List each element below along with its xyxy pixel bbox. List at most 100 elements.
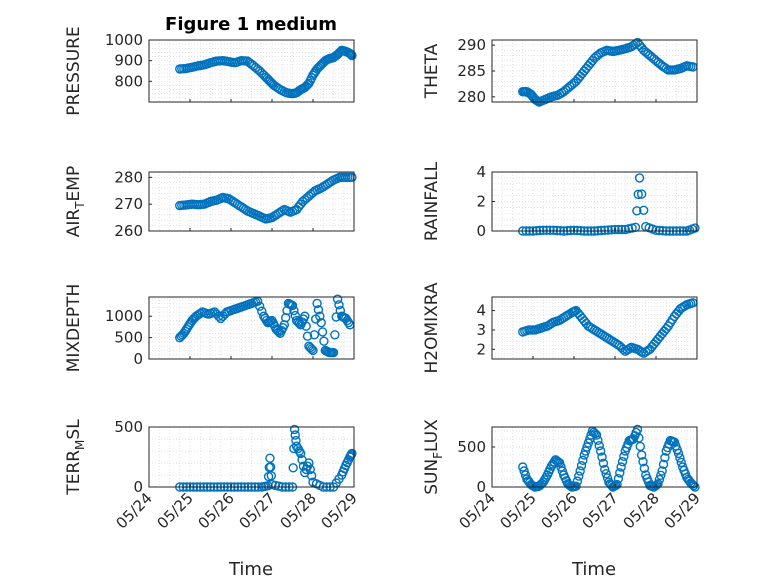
data-point: [660, 452, 670, 463]
data-point: [541, 225, 552, 235]
y-tick-label: 1000: [105, 307, 143, 325]
y-axis-label-0: PRESSURE: [64, 26, 84, 115]
data-point: [332, 294, 343, 304]
data-point: [520, 470, 531, 480]
data-point: [317, 327, 328, 337]
y-axis-label-7: SUNFLUX: [422, 419, 445, 495]
data-point: [315, 311, 325, 321]
data-point: [610, 224, 620, 235]
data-point: [312, 298, 322, 309]
panel-theta: 280 285 290 THETA: [422, 36, 698, 107]
y-tick-label: 290: [457, 36, 486, 54]
data-point: [657, 466, 667, 476]
data-point: [612, 479, 622, 490]
data-point: [265, 462, 276, 472]
data-point: [319, 336, 329, 346]
panel-h2omixra: 234 H2OMIXRA: [422, 282, 698, 374]
data-point: [301, 321, 311, 331]
data-point: [616, 462, 626, 472]
data-point: [306, 344, 317, 354]
data-point: [316, 317, 326, 328]
data-point: [651, 225, 661, 235]
data-point: [634, 433, 644, 443]
y-axis-label-6: TERRMSL: [64, 419, 87, 496]
data-point: [582, 442, 592, 452]
data-point: [634, 173, 645, 183]
data-point: [675, 453, 685, 463]
data-point: [305, 342, 315, 353]
data-point: [305, 464, 315, 475]
y-tick-label: 0: [476, 222, 486, 240]
data-point: [613, 224, 624, 235]
y-tick-label: 270: [114, 195, 143, 213]
data-point: [600, 464, 610, 475]
y-tick-label: 500: [457, 438, 486, 456]
data-point: [580, 446, 591, 456]
data-point: [593, 435, 603, 446]
data-point: [658, 459, 669, 470]
data-point: [309, 330, 320, 340]
data-point: [313, 305, 324, 315]
data-point: [638, 456, 648, 467]
x-tick-label: 05/27: [236, 489, 279, 532]
data-point: [635, 441, 645, 452]
panel-sun_flux: 050005/2405/2505/2605/2705/2805/29SUNFLU…: [422, 419, 704, 533]
data-point: [613, 474, 624, 484]
panel-pressure: 800 900 1000 PRESSURE: [64, 26, 357, 116]
y-axis-label-1: THETA: [422, 43, 442, 99]
x-axis-label-right: Time: [571, 559, 616, 580]
x-tick-label: 05/25: [154, 489, 197, 532]
y-tick-label: 260: [114, 222, 143, 240]
data-point: [287, 300, 298, 311]
y-tick-label: 0: [133, 350, 143, 368]
data-point: [651, 480, 662, 490]
data-point: [627, 223, 637, 233]
data-point: [639, 205, 649, 216]
data-point: [633, 189, 643, 200]
y-tick-label: 800: [114, 72, 143, 90]
figure-title: Figure 1 medium: [165, 14, 337, 35]
data-point: [578, 455, 588, 466]
y-tick-label: 1000: [105, 31, 143, 49]
x-axis-label-left: Time: [228, 559, 273, 580]
data-point: [347, 50, 357, 61]
data-point: [636, 189, 647, 199]
data-point: [650, 481, 661, 491]
data-point: [656, 470, 666, 480]
axes-box: [148, 39, 355, 103]
y-tick-label: 280: [457, 88, 486, 106]
data-point: [293, 317, 303, 327]
data-point: [300, 311, 310, 321]
data-point: [343, 317, 354, 328]
y-tick-label: 2: [476, 193, 486, 211]
data-point: [654, 474, 665, 485]
x-tick-label: 05/26: [538, 489, 581, 532]
y-tick-label: 2: [476, 340, 486, 358]
data-point: [538, 225, 548, 235]
data-point: [572, 476, 583, 486]
y-axis-label-5: H2OMIXRA: [422, 282, 442, 373]
data-point: [571, 481, 581, 491]
data-point: [347, 448, 357, 459]
data-point: [302, 331, 313, 341]
data-point: [688, 480, 699, 491]
data-point: [601, 468, 611, 479]
data-point: [673, 448, 684, 459]
data-point: [589, 427, 599, 438]
data-point: [575, 466, 585, 476]
data-point: [545, 225, 555, 235]
y-axis-label-2: AIRTEMP: [64, 166, 87, 237]
y-tick-label: 280: [114, 168, 143, 186]
y-tick-label: 0: [133, 478, 143, 496]
data-point: [615, 468, 625, 478]
data-point: [266, 471, 277, 481]
data-point: [328, 347, 339, 358]
data-point: [556, 462, 566, 472]
data-point: [290, 430, 300, 440]
data-point: [272, 325, 283, 336]
data-point: [347, 172, 357, 183]
x-tick-label: 05/25: [497, 489, 540, 532]
data-point: [569, 225, 579, 235]
y-tick-label: 500: [114, 418, 143, 436]
